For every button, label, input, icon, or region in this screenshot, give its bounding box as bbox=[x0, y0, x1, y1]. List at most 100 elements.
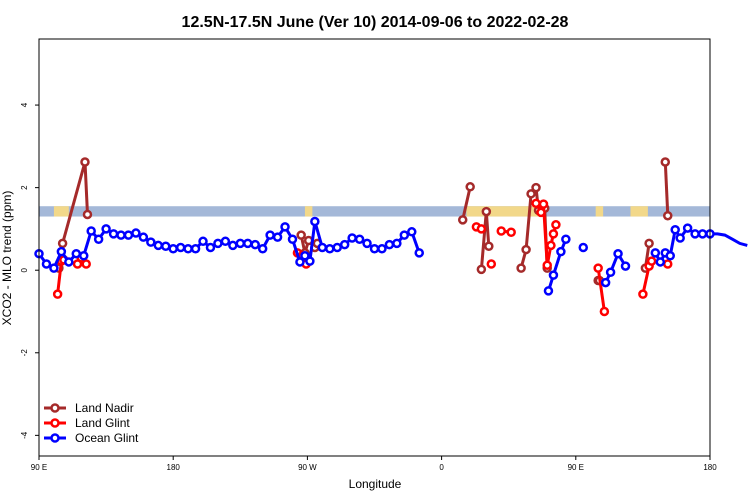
x-tick-label: 90 W bbox=[298, 463, 317, 472]
data-point bbox=[638, 289, 648, 299]
data-point bbox=[531, 198, 541, 209]
series-line bbox=[663, 161, 670, 216]
data-point bbox=[620, 261, 631, 271]
series-land-nadir bbox=[54, 157, 673, 286]
legend-label: Ocean Glint bbox=[75, 431, 139, 445]
y-tick-label: 2 bbox=[20, 185, 29, 190]
data-point bbox=[548, 229, 559, 239]
x-tick-label: 0 bbox=[439, 463, 444, 472]
data-point bbox=[663, 259, 673, 269]
data-point bbox=[160, 241, 171, 252]
y-tick-label: 4 bbox=[20, 102, 29, 107]
data-point bbox=[52, 289, 63, 299]
data-point bbox=[339, 239, 350, 250]
data-point bbox=[548, 270, 559, 280]
data-point bbox=[675, 233, 685, 243]
data-point bbox=[235, 238, 246, 249]
data-point bbox=[484, 241, 494, 252]
x-tick-label: 180 bbox=[167, 463, 181, 472]
data-point bbox=[347, 233, 357, 243]
data-point bbox=[265, 230, 275, 240]
data-point bbox=[305, 256, 315, 266]
data-point bbox=[300, 251, 310, 261]
data-point bbox=[542, 260, 552, 271]
data-point bbox=[153, 240, 164, 251]
data-point bbox=[465, 182, 475, 192]
x-tick-label: 180 bbox=[703, 463, 717, 472]
data-point bbox=[272, 232, 283, 242]
data-point bbox=[578, 242, 589, 253]
data-point bbox=[690, 229, 700, 239]
data-point bbox=[551, 220, 561, 230]
land-band-segment bbox=[304, 206, 313, 217]
data-point bbox=[220, 236, 231, 247]
y-tick-label: -2 bbox=[20, 349, 29, 357]
data-point bbox=[521, 244, 531, 255]
data-point bbox=[556, 246, 566, 257]
plot-frame bbox=[38, 38, 711, 457]
x-tick-label: 90 E bbox=[31, 463, 47, 472]
data-point bbox=[593, 263, 603, 273]
data-point bbox=[280, 222, 290, 232]
data-point bbox=[123, 230, 134, 240]
series-line bbox=[479, 211, 491, 270]
data-point bbox=[228, 240, 238, 251]
series-line bbox=[547, 238, 568, 292]
data-point bbox=[190, 243, 201, 254]
data-point bbox=[295, 257, 305, 267]
data-point bbox=[57, 238, 68, 249]
data-point bbox=[213, 238, 223, 249]
data-point bbox=[457, 215, 468, 225]
data-point bbox=[116, 230, 126, 240]
chart-title: 12.5N-17.5N June (Ver 10) 2014-09-06 to … bbox=[182, 14, 569, 31]
data-point bbox=[526, 189, 536, 199]
data-point bbox=[697, 229, 708, 239]
series-line bbox=[604, 250, 627, 284]
data-point bbox=[650, 248, 661, 258]
data-point bbox=[317, 242, 328, 253]
data-point bbox=[644, 238, 654, 249]
data-point bbox=[108, 229, 119, 239]
data-point bbox=[516, 263, 526, 273]
data-point bbox=[655, 257, 666, 267]
data-point bbox=[49, 263, 59, 273]
data-point bbox=[93, 234, 104, 244]
legend-label: Land Nadir bbox=[75, 401, 134, 415]
data-point bbox=[41, 259, 52, 269]
data-point bbox=[168, 243, 178, 254]
data-point bbox=[80, 157, 90, 167]
ocean-band bbox=[39, 206, 710, 217]
data-point bbox=[665, 251, 675, 261]
data-point bbox=[600, 277, 611, 288]
data-point bbox=[646, 256, 657, 266]
data-point bbox=[243, 238, 253, 249]
y-axis: -4 -2 0 2 4 bbox=[20, 102, 39, 439]
data-point bbox=[392, 238, 402, 249]
data-point bbox=[325, 243, 335, 254]
land-band-segment bbox=[595, 206, 604, 217]
series-ocean-glint bbox=[34, 216, 748, 296]
data-point bbox=[82, 209, 93, 220]
data-point bbox=[250, 239, 260, 250]
data-point bbox=[536, 207, 546, 218]
series-layer bbox=[34, 157, 748, 317]
data-point bbox=[613, 248, 623, 259]
data-point bbox=[257, 243, 268, 254]
data-point bbox=[660, 157, 671, 167]
x-axis-label: Longitude bbox=[349, 477, 402, 491]
data-point bbox=[310, 216, 320, 227]
data-point bbox=[56, 246, 67, 257]
data-point bbox=[138, 232, 149, 242]
y-tick-label: -4 bbox=[20, 431, 29, 439]
series-line bbox=[461, 186, 472, 221]
land-band-segment bbox=[466, 206, 544, 217]
data-point bbox=[71, 248, 82, 259]
data-point bbox=[296, 230, 306, 240]
data-point bbox=[78, 251, 89, 261]
data-point bbox=[399, 230, 410, 240]
data-point bbox=[198, 236, 208, 247]
data-point bbox=[599, 306, 610, 317]
data-point bbox=[682, 223, 693, 233]
legend-marker bbox=[50, 433, 60, 443]
data-point bbox=[64, 257, 74, 267]
